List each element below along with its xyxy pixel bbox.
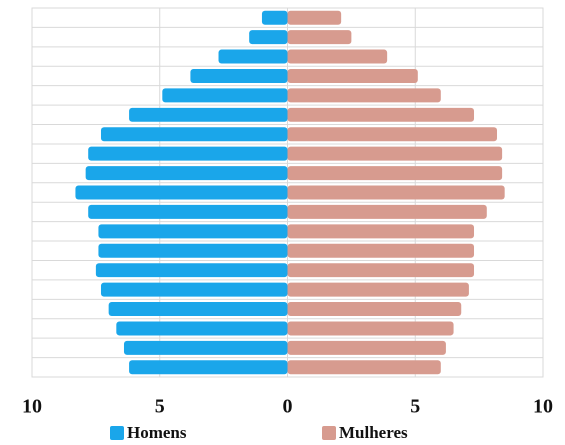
bar — [287, 107, 475, 122]
bar — [98, 243, 288, 258]
bar — [88, 146, 288, 161]
bar — [287, 204, 487, 219]
bar — [287, 127, 498, 142]
bar — [287, 224, 475, 239]
bar — [129, 360, 288, 375]
bar — [100, 282, 288, 297]
bar — [123, 340, 288, 355]
bar — [88, 204, 288, 219]
bar — [287, 243, 475, 258]
bar — [287, 185, 505, 200]
bar — [287, 282, 469, 297]
x-tick-label: 10 — [533, 396, 553, 418]
bar — [287, 146, 503, 161]
x-tick-label: 5 — [410, 396, 420, 418]
bar — [85, 166, 288, 181]
bar — [287, 302, 462, 317]
bar — [75, 185, 288, 200]
bar — [249, 30, 288, 45]
legend-swatch — [110, 426, 124, 440]
bar — [116, 321, 288, 336]
bar — [287, 10, 342, 25]
bar — [162, 88, 288, 103]
legend-swatch — [322, 426, 336, 440]
bar — [287, 263, 475, 278]
bar — [287, 340, 446, 355]
bar — [287, 68, 418, 83]
legend-label: Mulheres — [339, 423, 408, 442]
bar — [261, 10, 288, 25]
bar — [100, 127, 288, 142]
bar — [287, 166, 503, 181]
x-tick-label: 0 — [283, 396, 293, 418]
bar — [287, 30, 352, 45]
x-tick-label: 5 — [155, 396, 165, 418]
bar — [287, 321, 454, 336]
bar — [108, 302, 288, 317]
bar — [190, 68, 288, 83]
bar — [287, 49, 388, 64]
bar — [287, 360, 441, 375]
bar — [218, 49, 288, 64]
bar — [95, 263, 288, 278]
legend-label: Homens — [127, 423, 187, 442]
bar — [129, 107, 288, 122]
x-tick-label: 10 — [22, 396, 42, 418]
bar — [98, 224, 288, 239]
bar — [287, 88, 441, 103]
